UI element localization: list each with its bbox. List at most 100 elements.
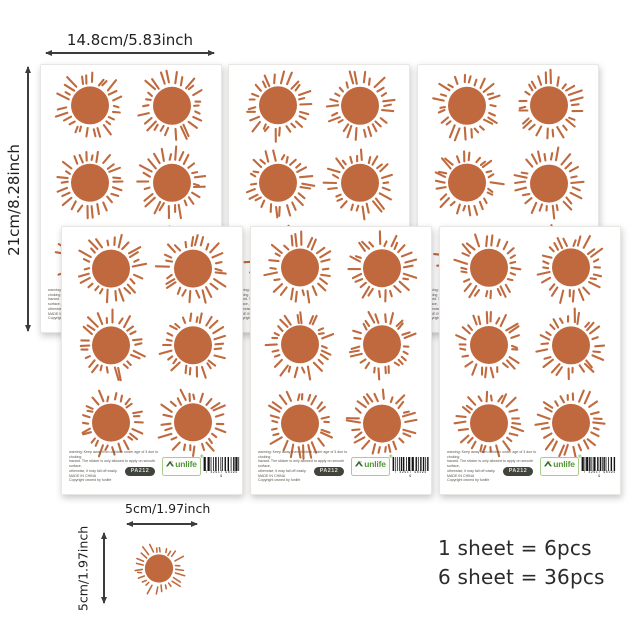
sticker-width-label: 5cm/1.97inch <box>125 501 211 516</box>
barcode: 7 42917 96194 9 <box>203 457 240 479</box>
sun-sticker <box>261 229 339 307</box>
barcode: 7 42917 96194 9 <box>392 457 429 479</box>
sun-sticker-art <box>455 310 520 379</box>
sun-sticker-art <box>77 233 148 304</box>
brand-tagline: ·· ··· ·· ··· ·· <box>543 468 576 473</box>
sun-sticker <box>343 306 421 384</box>
sun-sticker <box>428 67 506 145</box>
sun-sticker <box>133 67 211 145</box>
sun-sticker <box>72 229 150 307</box>
pack-info-line1: 1 sheet = 6pcs <box>438 536 592 560</box>
single-sun-sticker <box>130 540 188 598</box>
barcode-digits: 7 42917 96194 9 <box>205 471 238 479</box>
sun-sticker-art <box>245 149 316 219</box>
sun-sticker-art <box>264 311 335 381</box>
sun-sticker-art <box>56 150 124 220</box>
sticker-width-arrow <box>126 520 198 527</box>
sticker-sheet: warning: Keep away from children under a… <box>61 226 243 495</box>
pack-info: 1 sheet = 6pcs 6 sheet = 36pcs <box>438 534 605 592</box>
sun-sticker-art <box>137 69 203 141</box>
brand-row: unlife <box>352 459 389 469</box>
sticker-sheet: warning: Keep away from children under a… <box>439 226 621 495</box>
roof-icon <box>166 460 175 467</box>
sun-sticker <box>510 67 588 145</box>
sun-sticker-art <box>136 145 207 220</box>
sun-sticker <box>532 306 610 384</box>
sun-sticker <box>321 67 399 145</box>
sun-sticker-art <box>246 70 313 143</box>
sun-sticker-art <box>347 230 418 303</box>
sun-sticker-art <box>434 150 505 217</box>
sheet-width-arrow <box>45 49 215 56</box>
sun-sticker <box>239 67 317 145</box>
warning-text: warning: Keep away from children under a… <box>258 450 348 483</box>
sun-sticker <box>133 144 211 222</box>
sun-sticker-art <box>513 146 585 220</box>
sun-sticker-art <box>81 389 144 458</box>
sticker-height-arrow <box>100 532 107 604</box>
brand-name: unlife <box>175 459 197 469</box>
sun-sticker <box>532 384 610 462</box>
sun-sticker-art <box>535 307 606 381</box>
sun-sticker-art <box>432 73 501 142</box>
brand-name: unlife <box>553 459 575 469</box>
brand-tagline: ·· ··· ·· ··· ·· <box>165 468 198 473</box>
brand-row: unlife <box>163 459 200 469</box>
sheet-height-arrow <box>24 66 31 332</box>
product-code-badge: PA212 <box>125 467 155 476</box>
barcode-digits: 7 42917 96194 9 <box>394 471 427 479</box>
sun-sticker <box>261 384 339 462</box>
brand-logo: ® unlife ·· ··· ·· ··· ·· <box>351 455 393 476</box>
barcode-bars <box>203 457 240 471</box>
barcode-bars <box>392 457 429 471</box>
brand-logo: ® unlife ·· ··· ·· ··· ·· <box>162 455 204 476</box>
sun-sticker <box>51 67 129 145</box>
barcode-digits: 7 42917 96194 9 <box>583 471 616 479</box>
pack-info-line2: 6 sheet = 36pcs <box>438 565 605 589</box>
sun-sticker-art <box>322 148 393 221</box>
sun-sticker <box>450 306 528 384</box>
brand-tagline: ·· ··· ·· ··· ·· <box>354 468 387 473</box>
sun-sticker-art <box>453 390 525 458</box>
sun-sticker-art <box>263 230 332 304</box>
registered-mark: ® <box>577 455 583 460</box>
sun-sticker <box>450 384 528 462</box>
sun-sticker <box>532 229 610 307</box>
warning-text: warning: Keep away from children under a… <box>447 450 537 483</box>
sun-sticker <box>239 144 317 222</box>
sun-sticker-art <box>158 312 227 379</box>
sheet-height-label: 21cm/8.28inch <box>5 144 23 256</box>
sun-sticker <box>51 144 129 222</box>
product-code-badge: PA212 <box>314 467 344 476</box>
sun-sticker-art <box>536 235 604 304</box>
barcode-bars <box>581 457 616 471</box>
brand-row: unlife <box>541 459 578 469</box>
sun-sticker-art <box>534 389 606 460</box>
sun-sticker-art <box>268 390 334 460</box>
sun-sticker-art <box>345 388 418 455</box>
sun-sticker <box>450 229 528 307</box>
sun-sticker <box>510 144 588 222</box>
sun-sticker <box>343 384 421 462</box>
sun-sticker-art <box>157 388 227 457</box>
sun-sticker-art <box>79 308 146 382</box>
sun-sticker-art <box>348 310 417 381</box>
roof-icon <box>355 460 364 467</box>
sun-sticker <box>72 384 150 462</box>
warning-text: warning: Keep away from children under a… <box>69 450 159 483</box>
barcode: 7 42917 96194 9 <box>581 457 618 479</box>
brand-name: unlife <box>364 459 386 469</box>
sun-sticker <box>343 229 421 307</box>
sun-sticker-art <box>325 70 396 141</box>
product-code-badge: PA212 <box>503 467 533 476</box>
sun-sticker <box>321 144 399 222</box>
sun-sticker <box>428 144 506 222</box>
roof-icon <box>544 460 553 467</box>
sun-sticker <box>261 306 339 384</box>
sticker-height-label: 5cm/1.97inch <box>75 525 91 612</box>
sun-sticker-art <box>154 234 227 304</box>
sun-sticker-art <box>134 543 186 595</box>
sun-sticker <box>154 229 232 307</box>
brand-logo: ® unlife ·· ··· ·· ··· ·· <box>540 455 582 476</box>
registered-mark: ® <box>388 455 394 460</box>
